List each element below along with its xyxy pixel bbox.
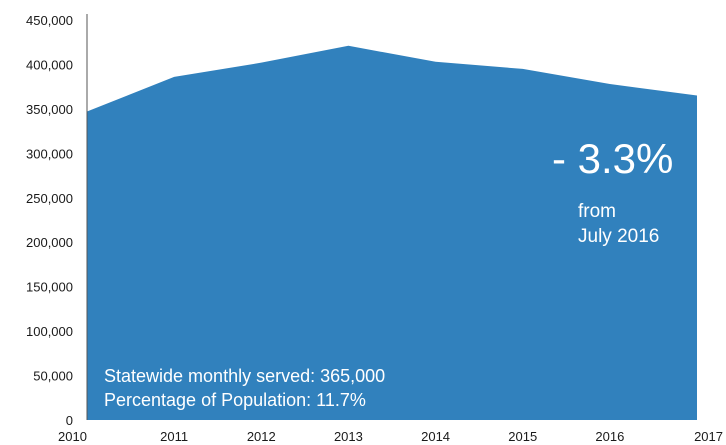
y-tick-label: 450,000 xyxy=(26,13,73,28)
y-tick-label: 350,000 xyxy=(26,102,73,117)
y-tick-label: 300,000 xyxy=(26,146,73,161)
y-tick-label: 400,000 xyxy=(26,57,73,72)
y-tick-label: 0 xyxy=(66,413,73,428)
x-tick-label: 2011 xyxy=(160,429,188,444)
y-axis-ticks: 0 50,000 100,000 150,000 200,000 250,000 300,0… xyxy=(26,13,73,428)
x-tick-label: 2017 xyxy=(694,429,723,444)
x-tick-label: 2015 xyxy=(508,429,537,444)
change-reference-line-1: from xyxy=(578,201,616,222)
y-tick-label: 250,000 xyxy=(26,191,73,206)
x-tick-label: 2016 xyxy=(595,429,624,444)
stats-block: Statewide monthly served: 365,000 Percen… xyxy=(104,364,385,413)
population-percentage-label: Percentage of Population: 11.7% xyxy=(104,390,366,411)
x-tick-label: 2013 xyxy=(334,429,363,444)
y-tick-label: 200,000 xyxy=(26,235,73,250)
y-tick-label: 50,000 xyxy=(33,369,73,384)
statewide-served-label: Statewide monthly served: 365,000 xyxy=(104,366,386,386)
x-tick-label: 2010 xyxy=(58,429,87,444)
y-tick-label: 100,000 xyxy=(26,324,73,339)
x-tick-label: 2014 xyxy=(421,429,450,444)
change-percent-label: - 3.3% xyxy=(552,135,674,182)
x-axis-ticks: 2010 2011 2012 2013 2014 2015 2016 2017 xyxy=(58,429,723,444)
change-reference-label: from July 2016 xyxy=(578,200,659,249)
series-area-group xyxy=(87,45,697,421)
change-reference-line-2: July 2016 xyxy=(578,225,660,247)
x-tick-label: 2012 xyxy=(247,429,276,444)
series-area xyxy=(87,45,697,421)
y-tick-label: 150,000 xyxy=(26,280,73,295)
